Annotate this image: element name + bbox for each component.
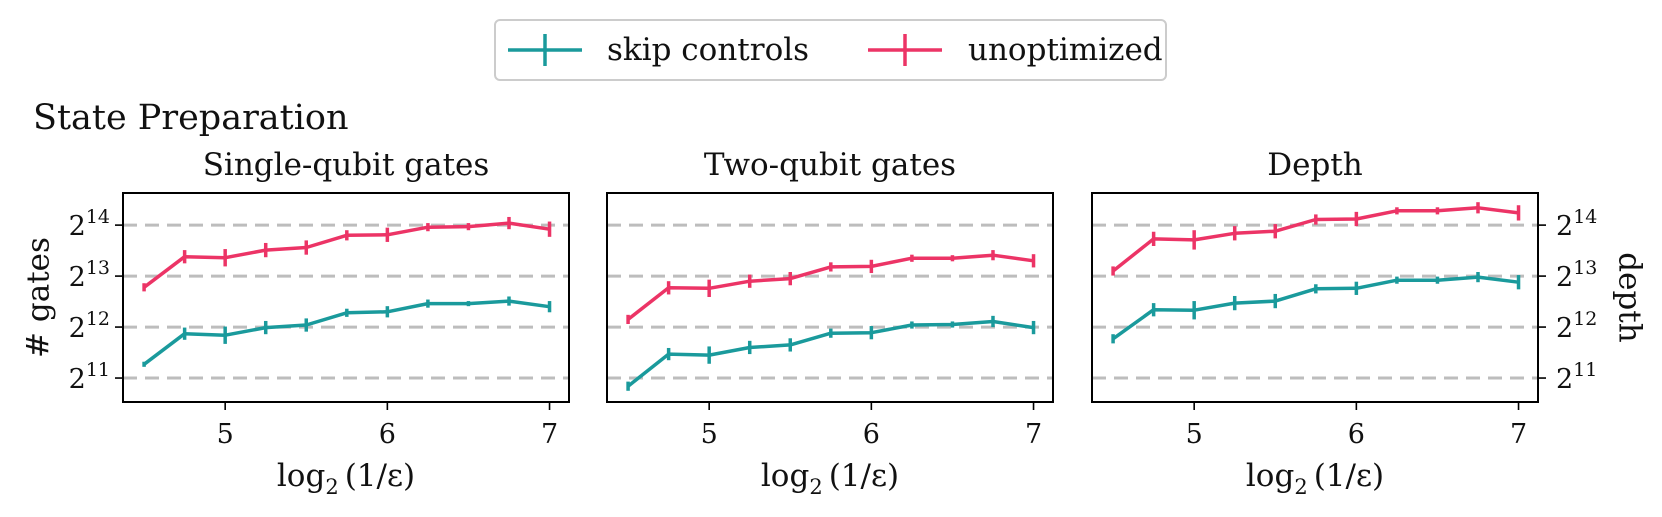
y-tick-label: 213 — [1556, 257, 1597, 293]
figure-title: State Preparation — [33, 98, 349, 138]
x-tick-label: 6 — [863, 419, 880, 450]
x-axis-label: log2 (1/ε) — [761, 458, 899, 499]
axes-frame — [1091, 192, 1539, 403]
y-tick-label: 212 — [69, 308, 110, 344]
y-tick-label: 212 — [1556, 308, 1597, 344]
x-tick-label: 7 — [1510, 419, 1527, 450]
axes-frame — [606, 192, 1054, 403]
panel-two-qubit-gates: 5 6 7 Two-qubit gates log2 (1/ε) — [606, 147, 1054, 499]
legend-label-unopt: unoptimized — [968, 32, 1163, 68]
x-tick-label: 6 — [1348, 419, 1365, 450]
legend-box — [494, 19, 1167, 81]
panel-single-qubit-gates: 5 6 7 211 212 213 214 Single-qubit gates log2 (1/… — [21, 147, 570, 499]
x-axis-label: log2 (1/ε) — [1246, 458, 1384, 499]
y-tick-label: 211 — [69, 359, 110, 395]
x-tick-label: 6 — [379, 419, 396, 450]
panel-title: Depth — [1267, 147, 1363, 183]
x-tick-label: 7 — [1025, 419, 1042, 450]
panel-title: Two-qubit gates — [704, 147, 956, 183]
x-axis-label: log2 (1/ε) — [277, 458, 415, 499]
legend-entry-unoptimized: unoptimized — [868, 32, 1163, 68]
x-tick-label: 5 — [1186, 419, 1203, 450]
y-tick-label: 214 — [1556, 206, 1597, 242]
legend-label-skip: skip controls — [607, 32, 809, 68]
axes-frame — [122, 192, 570, 403]
x-tick-label: 5 — [217, 419, 234, 450]
y-tick-label: 214 — [69, 206, 110, 242]
y-axis-label: # gates — [21, 237, 57, 358]
y-tick-label: 211 — [1556, 359, 1597, 395]
legend-entry-skip-controls: skip controls — [508, 32, 809, 68]
x-tick-label: 7 — [541, 419, 558, 450]
legend: skip controls unoptimized — [494, 19, 1167, 81]
x-tick-label: 5 — [701, 419, 718, 450]
y-tick-label: 213 — [69, 257, 110, 293]
y-axis-label: depth — [1612, 252, 1648, 342]
panel-depth: 5 6 7 211 212 213 214 Depth log2 (1/ε) depth — [1091, 147, 1648, 499]
panel-title: Single-qubit gates — [203, 147, 490, 183]
